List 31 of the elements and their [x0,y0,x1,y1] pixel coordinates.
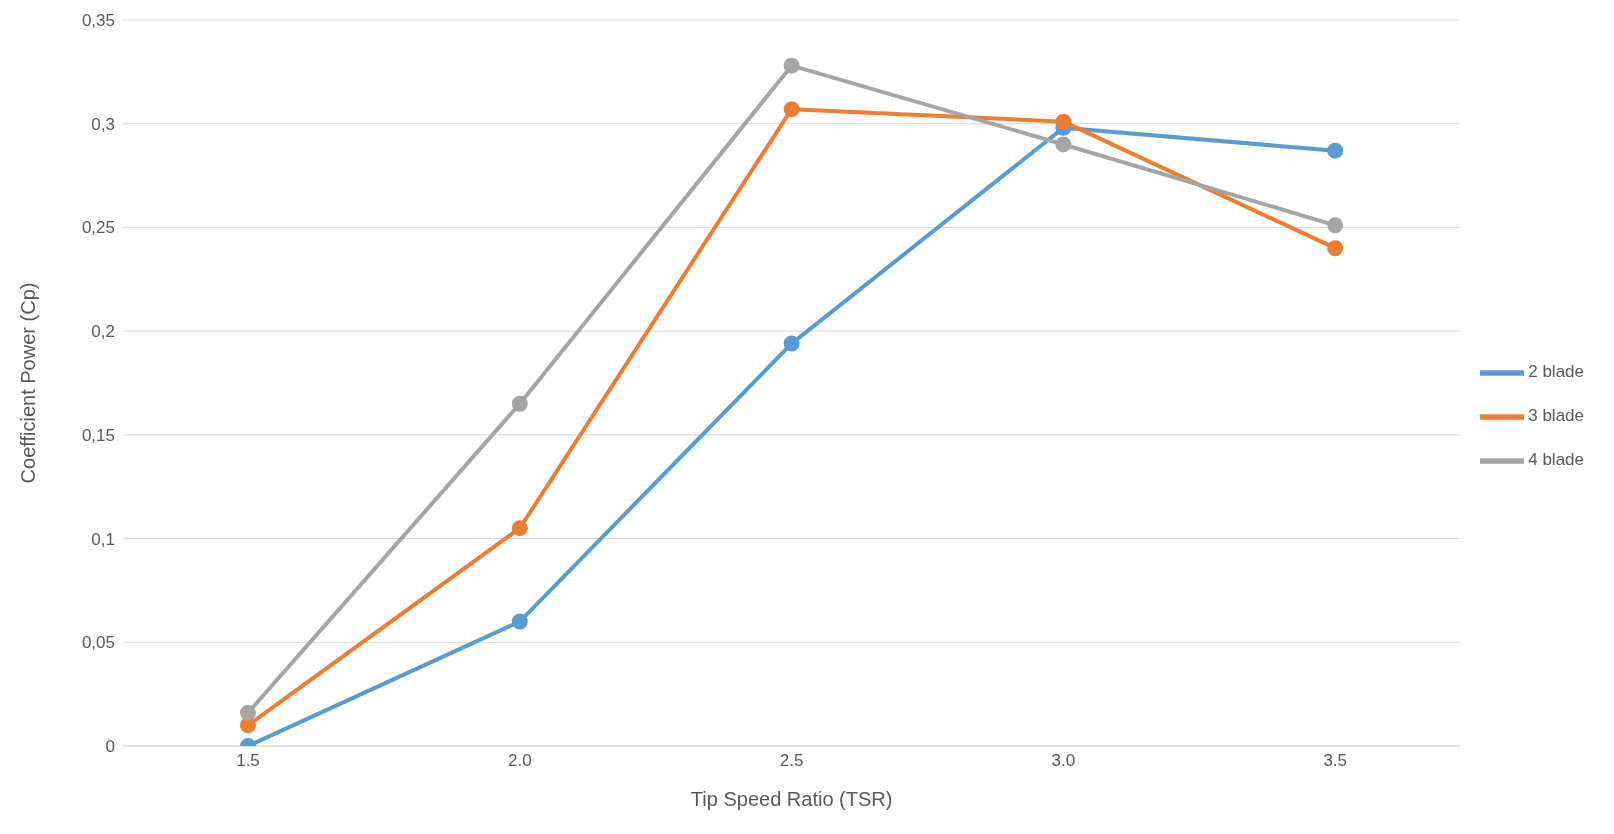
y-tick-label: 0 [105,737,115,757]
point [1327,142,1344,159]
point [240,704,256,721]
point [511,520,528,537]
point [783,335,800,352]
x-tick-label: 2.0 [507,751,532,771]
point [783,101,800,118]
point [511,395,528,412]
legend-label: 4 blade [1528,450,1584,470]
x-tick-label: 3.0 [1051,751,1076,771]
point [511,613,528,630]
x-tick-label: 1.5 [236,751,260,771]
point [240,717,256,734]
y-tick-label: 0,3 [91,114,115,134]
point [1055,113,1072,130]
point [1327,217,1344,234]
y-tick-label: 0,25 [81,218,115,238]
y-tick-label: 0,1 [91,529,115,549]
point [783,57,800,74]
point [1327,240,1344,257]
y-tick-label: 0,15 [81,425,115,445]
y-axis-title: Coefficient Power (Cp) [17,282,40,484]
x-tick-label: 3.5 [1323,751,1348,771]
y-tick-label: 0,05 [81,633,115,653]
y-tick-label: 0,2 [91,322,115,342]
x-axis-title: Tip Speed Ratio (TSR) [690,788,893,810]
x-tick-label: 2.5 [779,751,804,771]
legend-label: 2 blade [1528,362,1584,382]
legend-label: 3 blade [1528,406,1584,426]
point [1055,136,1072,153]
y-tick-label: 0,35 [81,11,115,31]
